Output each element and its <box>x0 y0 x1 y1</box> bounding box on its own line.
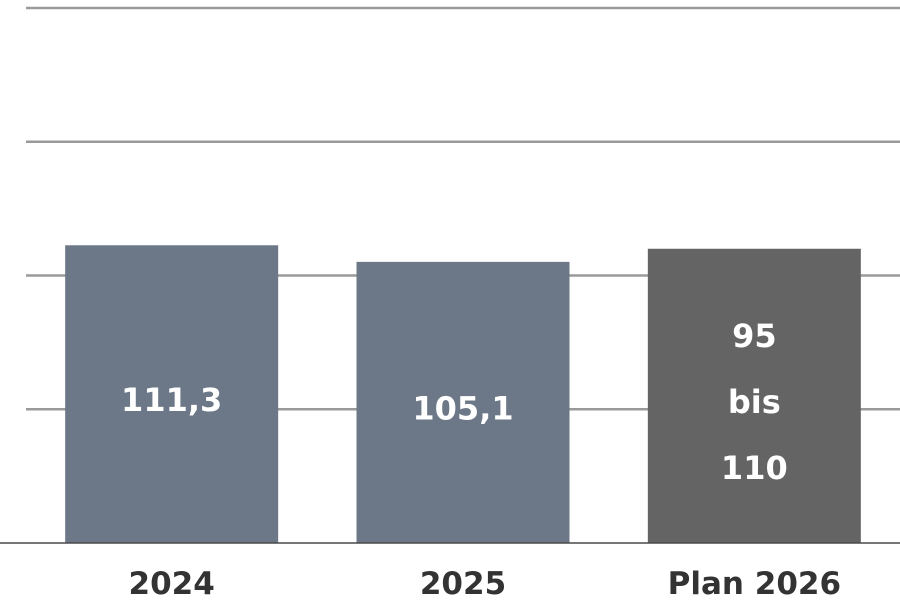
bars <box>65 245 861 543</box>
bar <box>65 245 279 543</box>
bar-labels: 111,3 105,1 95 bis 110 <box>121 317 788 487</box>
category-label: 2024 <box>129 566 215 602</box>
bar-value-label: 110 <box>721 449 788 487</box>
bar-value-label: bis <box>728 383 781 421</box>
bar <box>647 248 861 543</box>
bar-value-label: 105,1 <box>412 389 513 427</box>
bar-value-label: 111,3 <box>121 381 222 419</box>
bar <box>356 261 570 543</box>
category-labels: 2024 2025 Plan 2026 <box>129 566 842 602</box>
category-label: 2025 <box>420 566 506 602</box>
bar-value-label: 95 <box>732 317 777 355</box>
category-label: Plan 2026 <box>668 566 841 602</box>
